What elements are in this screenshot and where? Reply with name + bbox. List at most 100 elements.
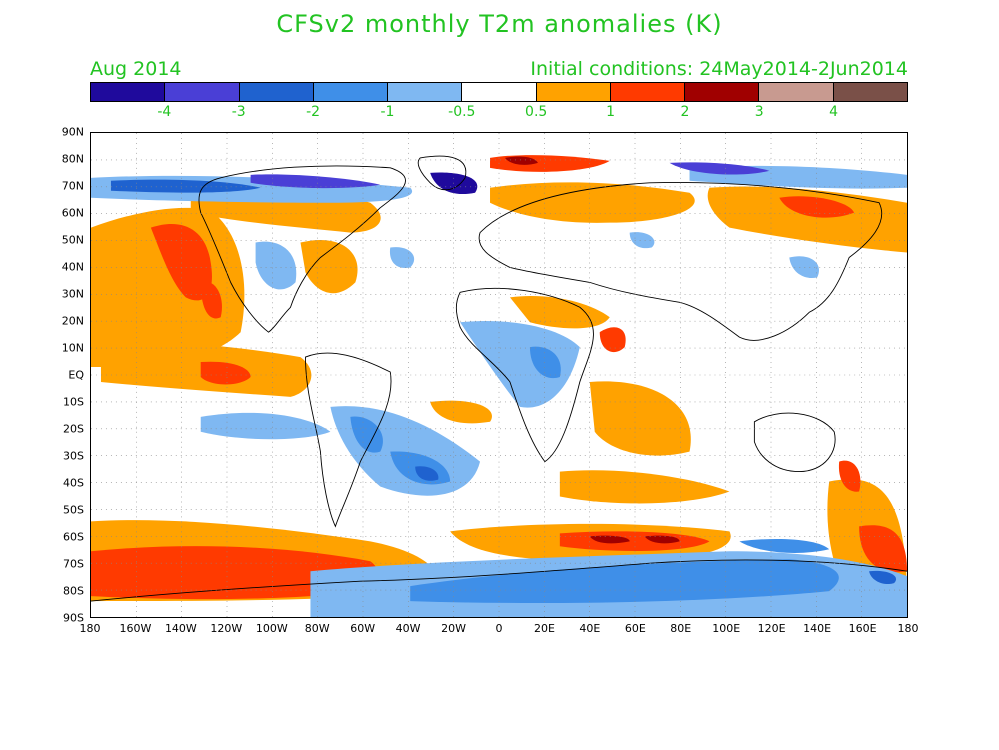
warm-region: [150, 223, 212, 301]
warm-region: [509, 296, 610, 329]
colorbar-label: 2: [680, 104, 690, 120]
coastline-south-america: [305, 352, 392, 528]
longitude-label: 40E: [579, 622, 601, 635]
warm-region: [490, 182, 695, 223]
latitude-label: 60S: [63, 530, 84, 544]
warm-region: [644, 535, 680, 544]
longitude-label: 0: [495, 622, 503, 635]
colorbar-label: -0.5: [448, 104, 476, 120]
latitude-label: 10S: [63, 395, 84, 409]
anomaly-map: [90, 132, 908, 618]
warm-region: [200, 361, 251, 385]
cold-region: [669, 162, 770, 175]
longitude-label: 180: [897, 622, 919, 635]
longitude-label: 80E: [670, 622, 692, 635]
latitude-label: 80N: [61, 152, 84, 166]
latitude-label: 70N: [61, 179, 84, 193]
cold-region: [629, 232, 655, 249]
longitude-label: 180: [79, 622, 101, 635]
coastline-north-america: [198, 165, 406, 333]
warm-anomaly-layer: [91, 155, 907, 602]
cold-region: [529, 346, 561, 379]
colorbar-swatch: [759, 83, 834, 101]
latitude-label: 90S: [63, 611, 84, 625]
latitude-label: 10N: [61, 341, 84, 355]
longitude-labels: 180 160W 140W 120W 100W 80W 60W 40W 20W 0 20E 40E 60…: [80, 622, 919, 638]
warm-region: [559, 470, 730, 504]
colorbar-swatch: [165, 83, 240, 101]
valid-month: Aug 2014: [90, 58, 182, 80]
graticule: [91, 133, 907, 617]
cold-region: [739, 538, 830, 553]
longitude-label: 20W: [441, 622, 466, 635]
latitude-label: 50N: [61, 233, 84, 247]
warm-region: [430, 400, 492, 424]
cold-region: [789, 256, 819, 279]
latitude-label: 80S: [63, 584, 84, 598]
longitude-label: 120E: [757, 622, 786, 635]
colorbar-swatch: [610, 83, 686, 101]
longitude-label: 60E: [624, 622, 646, 635]
warm-region: [589, 381, 691, 456]
warm-region: [599, 327, 626, 353]
latitude-label: 60N: [61, 206, 84, 220]
colorbar-label: 0.5: [525, 104, 548, 120]
colorbar: [90, 82, 908, 102]
warm-region: [779, 196, 855, 218]
colorbar-label: 4: [829, 104, 839, 120]
warm-region: [859, 525, 907, 573]
coastline-australia: [753, 412, 836, 473]
cold-region: [350, 416, 383, 453]
latitude-label: 40S: [63, 476, 84, 490]
colorbar-label: -3: [231, 104, 246, 120]
cold-region: [460, 320, 580, 408]
warm-region: [91, 546, 378, 600]
warm-region: [589, 535, 630, 544]
colorbar-label: 3: [754, 104, 764, 120]
longitude-label: 160E: [848, 622, 877, 635]
coastline-africa: [455, 287, 594, 463]
longitude-label: 60W: [350, 622, 376, 635]
coastline-eurasia: [478, 182, 883, 341]
longitude-label: 140W: [164, 622, 197, 635]
cold-region: [410, 559, 839, 604]
colorbar-label: 1: [606, 104, 615, 120]
latitude-label: 50S: [63, 503, 84, 517]
colorbar-swatch: [536, 83, 611, 101]
chart-title: CFSv2 monthly T2m anomalies (K): [276, 10, 723, 38]
colorbar-swatch: [685, 83, 760, 101]
coastlines: [91, 155, 907, 602]
longitude-label: 20E: [533, 622, 555, 635]
longitude-label: 100E: [712, 622, 741, 635]
latitude-label: 40N: [61, 260, 84, 274]
warm-region: [504, 156, 538, 165]
latitude-label: EQ: [68, 368, 84, 382]
latitude-label: 90N: [61, 125, 84, 139]
colorbar-swatch: [388, 83, 463, 101]
colorbar-swatch: [91, 83, 166, 101]
longitude-label: 80W: [304, 622, 330, 635]
cold-anomaly-layer: [91, 162, 907, 617]
warm-region: [300, 239, 358, 294]
latitude-label: 70S: [63, 557, 84, 571]
latitude-labels: 90N 80N 70N 60N 50N 40N 30N 20N 10N EQ 10S 20S 30S 40…: [0, 126, 88, 625]
cold-region: [110, 179, 261, 193]
cold-region: [389, 247, 415, 268]
colorbar-swatch: [239, 83, 314, 101]
longitude-label: 100W: [255, 622, 288, 635]
cold-region: [200, 412, 331, 440]
warm-region: [838, 460, 861, 492]
warm-region: [707, 186, 907, 253]
colorbar-labels: -4 -3 -2 -1 -0.5 0.5 1 2 3 4: [90, 104, 908, 122]
longitude-label: 140E: [803, 622, 832, 635]
coastline-antarctica: [91, 559, 907, 602]
colorbar-swatch: [462, 83, 537, 101]
colorbar-label: -1: [380, 104, 395, 120]
cold-region: [415, 466, 439, 481]
colorbar-label: -4: [157, 104, 172, 120]
warm-region: [200, 281, 222, 319]
cold-region: [869, 570, 897, 585]
cold-region: [250, 174, 381, 189]
colorbar-swatch: [313, 83, 389, 101]
colorbar-swatch: [833, 83, 907, 101]
